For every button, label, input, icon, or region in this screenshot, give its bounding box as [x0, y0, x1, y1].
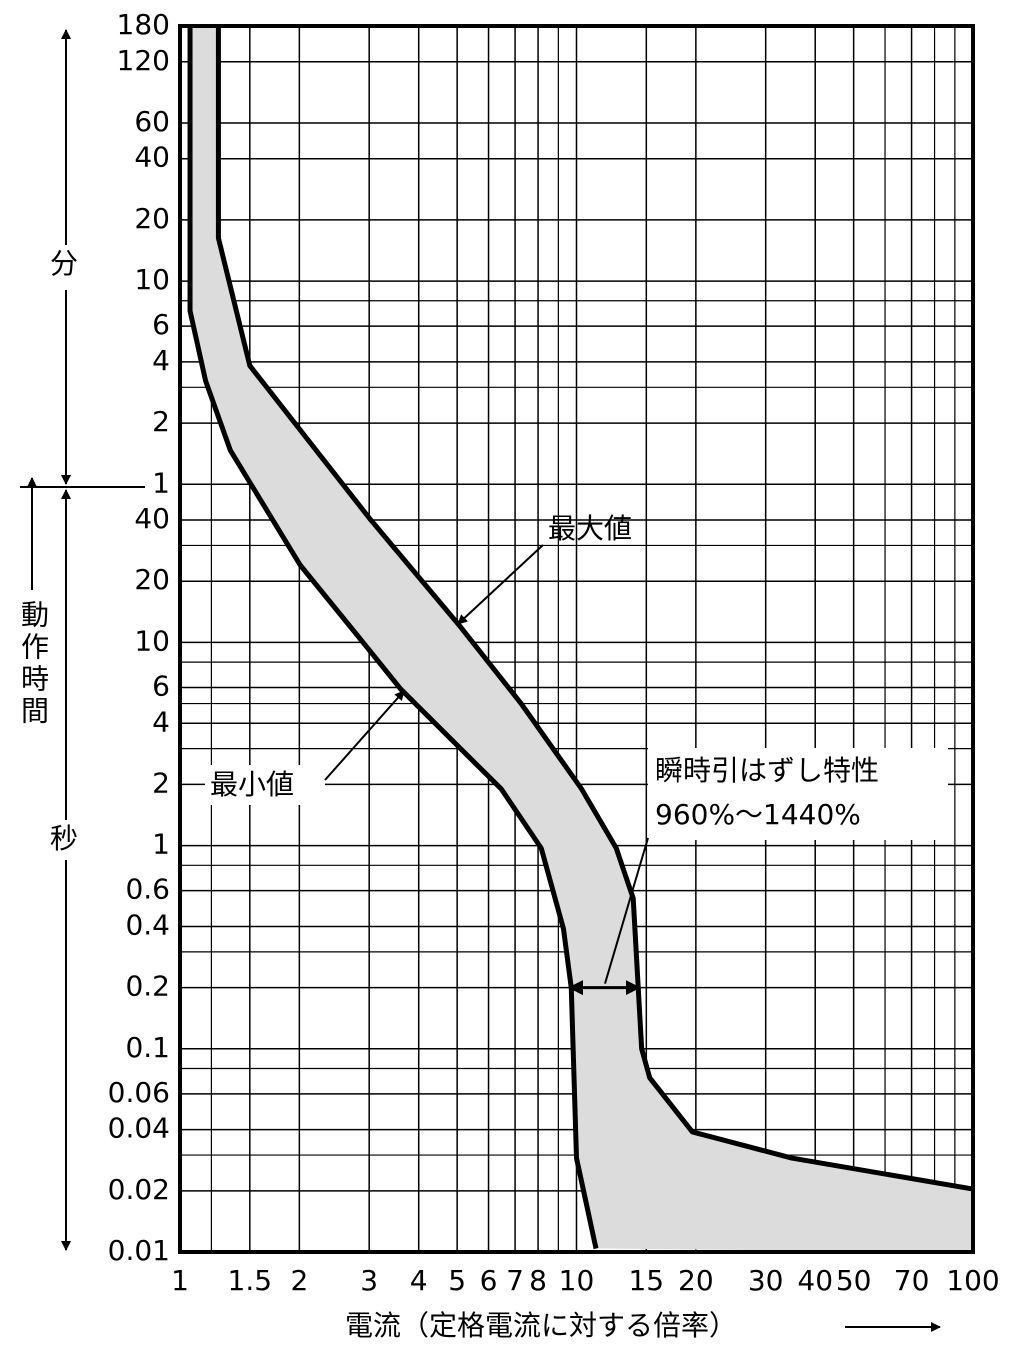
y-tick-label: 0.01 [108, 1234, 170, 1267]
x-tick-label: 2 [290, 1264, 308, 1297]
y-tick-label: 0.04 [108, 1112, 170, 1145]
x-tick-label: 100 [946, 1264, 999, 1297]
trip-label: 瞬時引はずし特性 [655, 754, 879, 787]
x-tick-label: 1.5 [228, 1264, 273, 1297]
x-tick-label: 15 [628, 1264, 664, 1297]
min-label: 最小値 [210, 768, 294, 801]
min-arrow [324, 690, 405, 781]
y-tick-label: 10 [134, 263, 170, 296]
x-tick-label: 10 [559, 1264, 595, 1297]
y-tick-label: 120 [117, 44, 170, 77]
x-tick-label: 40 [797, 1264, 833, 1297]
x-tick-label: 1 [171, 1264, 189, 1297]
y-tick-label: 20 [134, 563, 170, 596]
y-tick-label: 2 [152, 766, 170, 799]
curve-layer [187, 26, 974, 1250]
y-tick-label: 40 [134, 141, 170, 174]
y-tick-label: 10 [134, 624, 170, 657]
y-tick-label: 0.2 [125, 970, 170, 1003]
band-area [190, 26, 973, 1252]
x-tick-label: 5 [448, 1264, 466, 1297]
trip-leader [604, 837, 649, 984]
label-layer: 1 1.5 2 3 4 5 6 7 8 10 15 20 30 40 50 70 100180120604020… [108, 8, 1000, 1297]
x-tick-label: 6 [480, 1264, 498, 1297]
second-label: 秒 [50, 822, 78, 855]
x-tick-label: 4 [410, 1264, 428, 1297]
y-tick-label: 1 [152, 466, 170, 499]
y-tick-label: 2 [152, 405, 170, 438]
y-tick-label: 40 [134, 502, 170, 535]
x-tick-label: 70 [894, 1264, 930, 1297]
max-label: 最大値 [548, 512, 632, 545]
x-tick-label: 8 [529, 1264, 547, 1297]
x-tick-label: 3 [360, 1264, 378, 1297]
max-arrow [457, 544, 544, 625]
x-tick-label: 7 [506, 1264, 524, 1297]
y-tick-label: 60 [134, 105, 170, 138]
y-tick-label: 1 [152, 828, 170, 861]
y-tick-label: 180 [117, 8, 170, 41]
y-axis-label: 動作時間 [17, 600, 50, 728]
plot-frame [178, 24, 975, 1254]
y-tick-label: 0.02 [108, 1173, 170, 1206]
y-tick-label: 0.4 [125, 908, 170, 941]
x-tick-label: 20 [678, 1264, 714, 1297]
trip-range-label: 960%〜1440% [655, 798, 861, 831]
y-tick-label: 4 [152, 344, 170, 377]
min-label-bg [205, 765, 325, 805]
trip-label-bg [648, 748, 948, 840]
y-tick-label: 20 [134, 202, 170, 235]
x-tick-label: 50 [836, 1264, 872, 1297]
y-tick-label: 6 [152, 308, 170, 341]
y-tick-label: 4 [152, 705, 170, 738]
curve [215, 26, 974, 1192]
x-axis-label: 電流（定格電流に対する倍率） [345, 1309, 737, 1342]
curve [187, 26, 599, 1250]
y-tick-label: 0.1 [125, 1031, 170, 1064]
x-tick-label: 30 [748, 1264, 784, 1297]
y-tick-label: 0.06 [108, 1076, 170, 1109]
y-tick-label: 0.6 [125, 873, 170, 906]
band-layer [190, 26, 973, 1252]
minute-label: 分 [50, 247, 78, 280]
y-tick-label: 6 [152, 669, 170, 702]
